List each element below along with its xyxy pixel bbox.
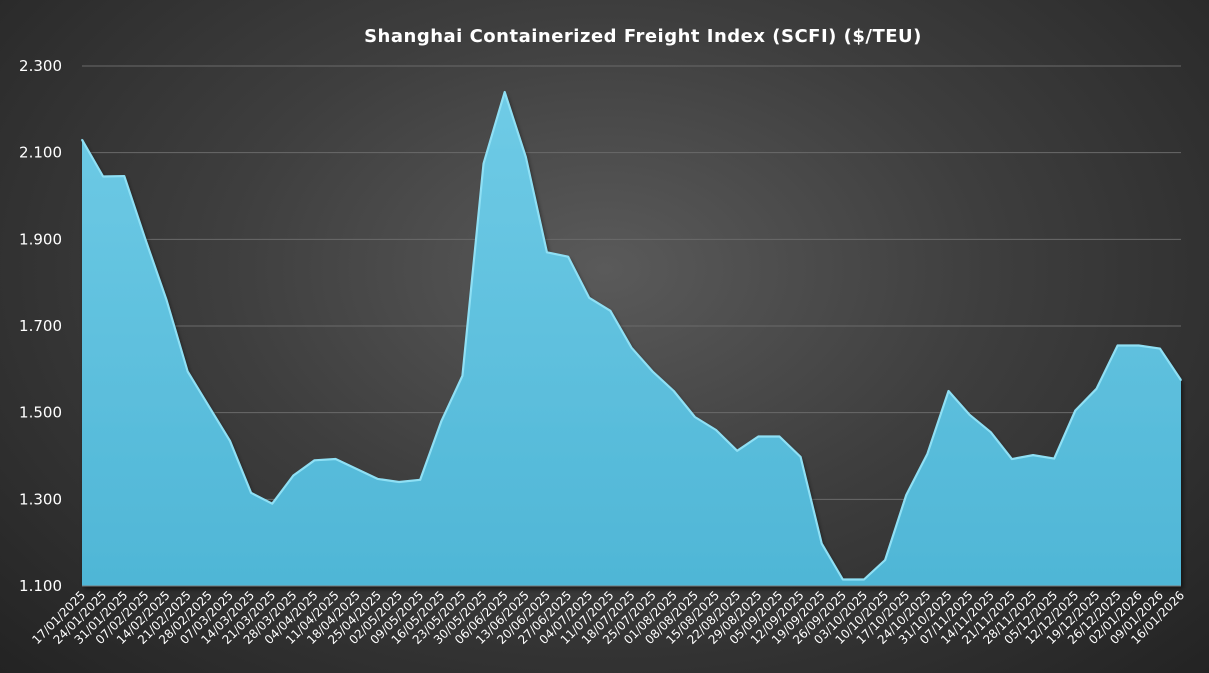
data-point-11/07/2025 bbox=[609, 310, 612, 312]
data-point-26/09/2025 bbox=[842, 578, 844, 581]
series-area bbox=[82, 92, 1181, 586]
data-point-07/03/2025 bbox=[229, 440, 231, 442]
data-point-03/10/2025 bbox=[863, 578, 865, 581]
data-point-17/01/2025 bbox=[81, 138, 83, 141]
y-axis-tick-labels: 1.100 1.300 1.500 1.700 1.900 2.100 2.300 bbox=[19, 57, 62, 595]
data-point-14/03/2025 bbox=[250, 492, 252, 494]
data-point-16/01/2026 bbox=[1180, 379, 1182, 381]
data-point-23/05/2025 bbox=[461, 375, 464, 377]
data-point-29/08/2025 bbox=[757, 435, 760, 438]
data-point-25/04/2025 bbox=[377, 478, 379, 480]
y-tick-label: 1.900 bbox=[19, 230, 62, 248]
y-tick-label: 2.300 bbox=[19, 57, 62, 75]
data-point-18/07/2025 bbox=[630, 346, 633, 349]
data-point-24/01/2025 bbox=[102, 175, 104, 178]
y-tick-label: 1.700 bbox=[19, 317, 62, 335]
data-point-18/04/2025 bbox=[355, 468, 358, 470]
data-point-08/08/2025 bbox=[694, 416, 696, 418]
data-point-06/06/2025 bbox=[503, 91, 506, 93]
data-point-25/07/2025 bbox=[651, 370, 654, 373]
data-point-27/06/2025 bbox=[567, 255, 569, 258]
chart-title: Shanghai Containerized Freight Index (SC… bbox=[364, 26, 922, 47]
data-point-02/05/2025 bbox=[398, 481, 400, 483]
data-point-14/02/2025 bbox=[165, 299, 168, 301]
data-point-04/07/2025 bbox=[588, 297, 591, 299]
data-point-12/09/2025 bbox=[799, 456, 802, 458]
data-point-30/05/2025 bbox=[482, 162, 485, 165]
y-tick-label: 2.100 bbox=[19, 144, 62, 162]
data-point-05/12/2025 bbox=[1053, 457, 1055, 460]
data-point-28/02/2025 bbox=[208, 405, 210, 407]
area-series bbox=[81, 90, 1182, 587]
data-point-16/05/2025 bbox=[440, 420, 443, 423]
data-point-31/10/2025 bbox=[947, 390, 950, 392]
data-points bbox=[81, 91, 1182, 581]
data-point-12/12/2025 bbox=[1074, 409, 1077, 412]
data-point-21/11/2025 bbox=[1011, 458, 1013, 460]
data-point-19/09/2025 bbox=[820, 542, 823, 545]
data-point-10/10/2025 bbox=[884, 559, 886, 561]
y-tick-label: 1.500 bbox=[19, 404, 62, 422]
y-tick-label: 1.300 bbox=[19, 490, 62, 508]
data-point-17/10/2025 bbox=[905, 494, 908, 496]
y-tick-label: 1.100 bbox=[19, 577, 62, 595]
x-axis-tick-labels: 17/01/202524/01/202531/01/202507/02/2025… bbox=[29, 588, 1187, 647]
data-point-22/08/2025 bbox=[736, 450, 738, 452]
data-point-02/01/2026 bbox=[1137, 344, 1140, 347]
data-point-31/01/2025 bbox=[123, 175, 126, 177]
data-point-01/08/2025 bbox=[672, 390, 675, 392]
data-point-28/11/2025 bbox=[1032, 454, 1034, 456]
data-point-04/04/2025 bbox=[313, 459, 316, 462]
data-point-24/10/2025 bbox=[926, 453, 929, 455]
data-point-07/02/2025 bbox=[144, 238, 147, 241]
data-point-05/09/2025 bbox=[778, 435, 781, 438]
data-point-09/05/2025 bbox=[419, 479, 421, 481]
data-point-15/08/2025 bbox=[715, 429, 717, 431]
data-point-07/11/2025 bbox=[968, 414, 971, 416]
data-point-28/03/2025 bbox=[292, 474, 295, 477]
data-point-21/02/2025 bbox=[186, 370, 189, 373]
data-point-13/06/2025 bbox=[525, 156, 527, 158]
data-point-14/11/2025 bbox=[989, 431, 992, 433]
data-point-20/06/2025 bbox=[546, 251, 548, 254]
data-point-19/12/2025 bbox=[1095, 388, 1098, 390]
data-point-21/03/2025 bbox=[271, 502, 274, 505]
data-point-11/04/2025 bbox=[334, 458, 337, 460]
data-point-09/01/2026 bbox=[1159, 347, 1161, 350]
data-point-26/12/2025 bbox=[1116, 344, 1119, 347]
